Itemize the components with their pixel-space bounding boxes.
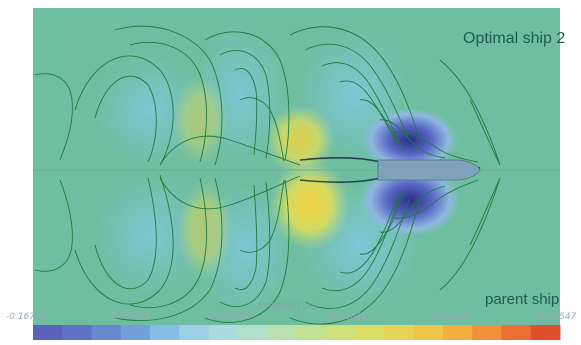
colorbar-swatch bbox=[120, 325, 151, 340]
left-margin bbox=[0, 0, 33, 340]
colorbar-tick-label: -0.07211 bbox=[110, 312, 151, 322]
right-margin bbox=[560, 0, 581, 340]
colorbar-swatch bbox=[208, 325, 239, 340]
colorbar-swatch bbox=[91, 325, 122, 340]
colorbar-axis-title: Position[Z] (m) bbox=[258, 300, 317, 310]
colorbar-tick-label: 0.30547 bbox=[539, 312, 577, 322]
colorbar-swatch bbox=[442, 325, 473, 340]
colorbar-tick-label: 0.11613 bbox=[330, 312, 368, 322]
colorbar-swatch bbox=[179, 325, 210, 340]
colorbar-tick-label: -0.16789 bbox=[6, 312, 47, 322]
parent-ship-label: parent ship bbox=[485, 291, 560, 308]
wave-field-upper-yellow-2 bbox=[265, 105, 335, 175]
colorbar-swatch bbox=[384, 325, 415, 340]
optimal-ship-label: Optimal ship 2 bbox=[463, 30, 566, 47]
colorbar-swatch bbox=[325, 325, 356, 340]
colorbar-swatch bbox=[267, 325, 297, 340]
colorbar-swatch bbox=[296, 325, 327, 340]
wave-field-lower-yellow-1 bbox=[177, 180, 233, 280]
colorbar-tick-label: 0.021458 bbox=[207, 312, 250, 322]
contour-lines bbox=[34, 25, 501, 325]
colorbar-swatch bbox=[150, 325, 180, 340]
colorbar-swatch bbox=[237, 325, 268, 340]
colorbar-swatch bbox=[413, 325, 444, 340]
colorbar-swatch bbox=[530, 325, 561, 340]
colorbar bbox=[33, 325, 561, 340]
colorbar-swatch bbox=[472, 325, 502, 340]
colorbar-swatch bbox=[62, 325, 93, 340]
colorbar-swatch bbox=[501, 325, 532, 340]
colorbar-tick-label: 0.21080 bbox=[432, 312, 470, 322]
wave-field-lower-yellow-2 bbox=[270, 160, 350, 250]
wave-field-lower-cyan-1 bbox=[95, 175, 205, 295]
wave-field-upper-yellow-1 bbox=[172, 75, 228, 165]
colorbar-swatch bbox=[33, 325, 63, 340]
colorbar-swatch bbox=[355, 325, 385, 340]
bow-low-lower bbox=[360, 164, 460, 236]
ship-hull bbox=[377, 159, 481, 181]
